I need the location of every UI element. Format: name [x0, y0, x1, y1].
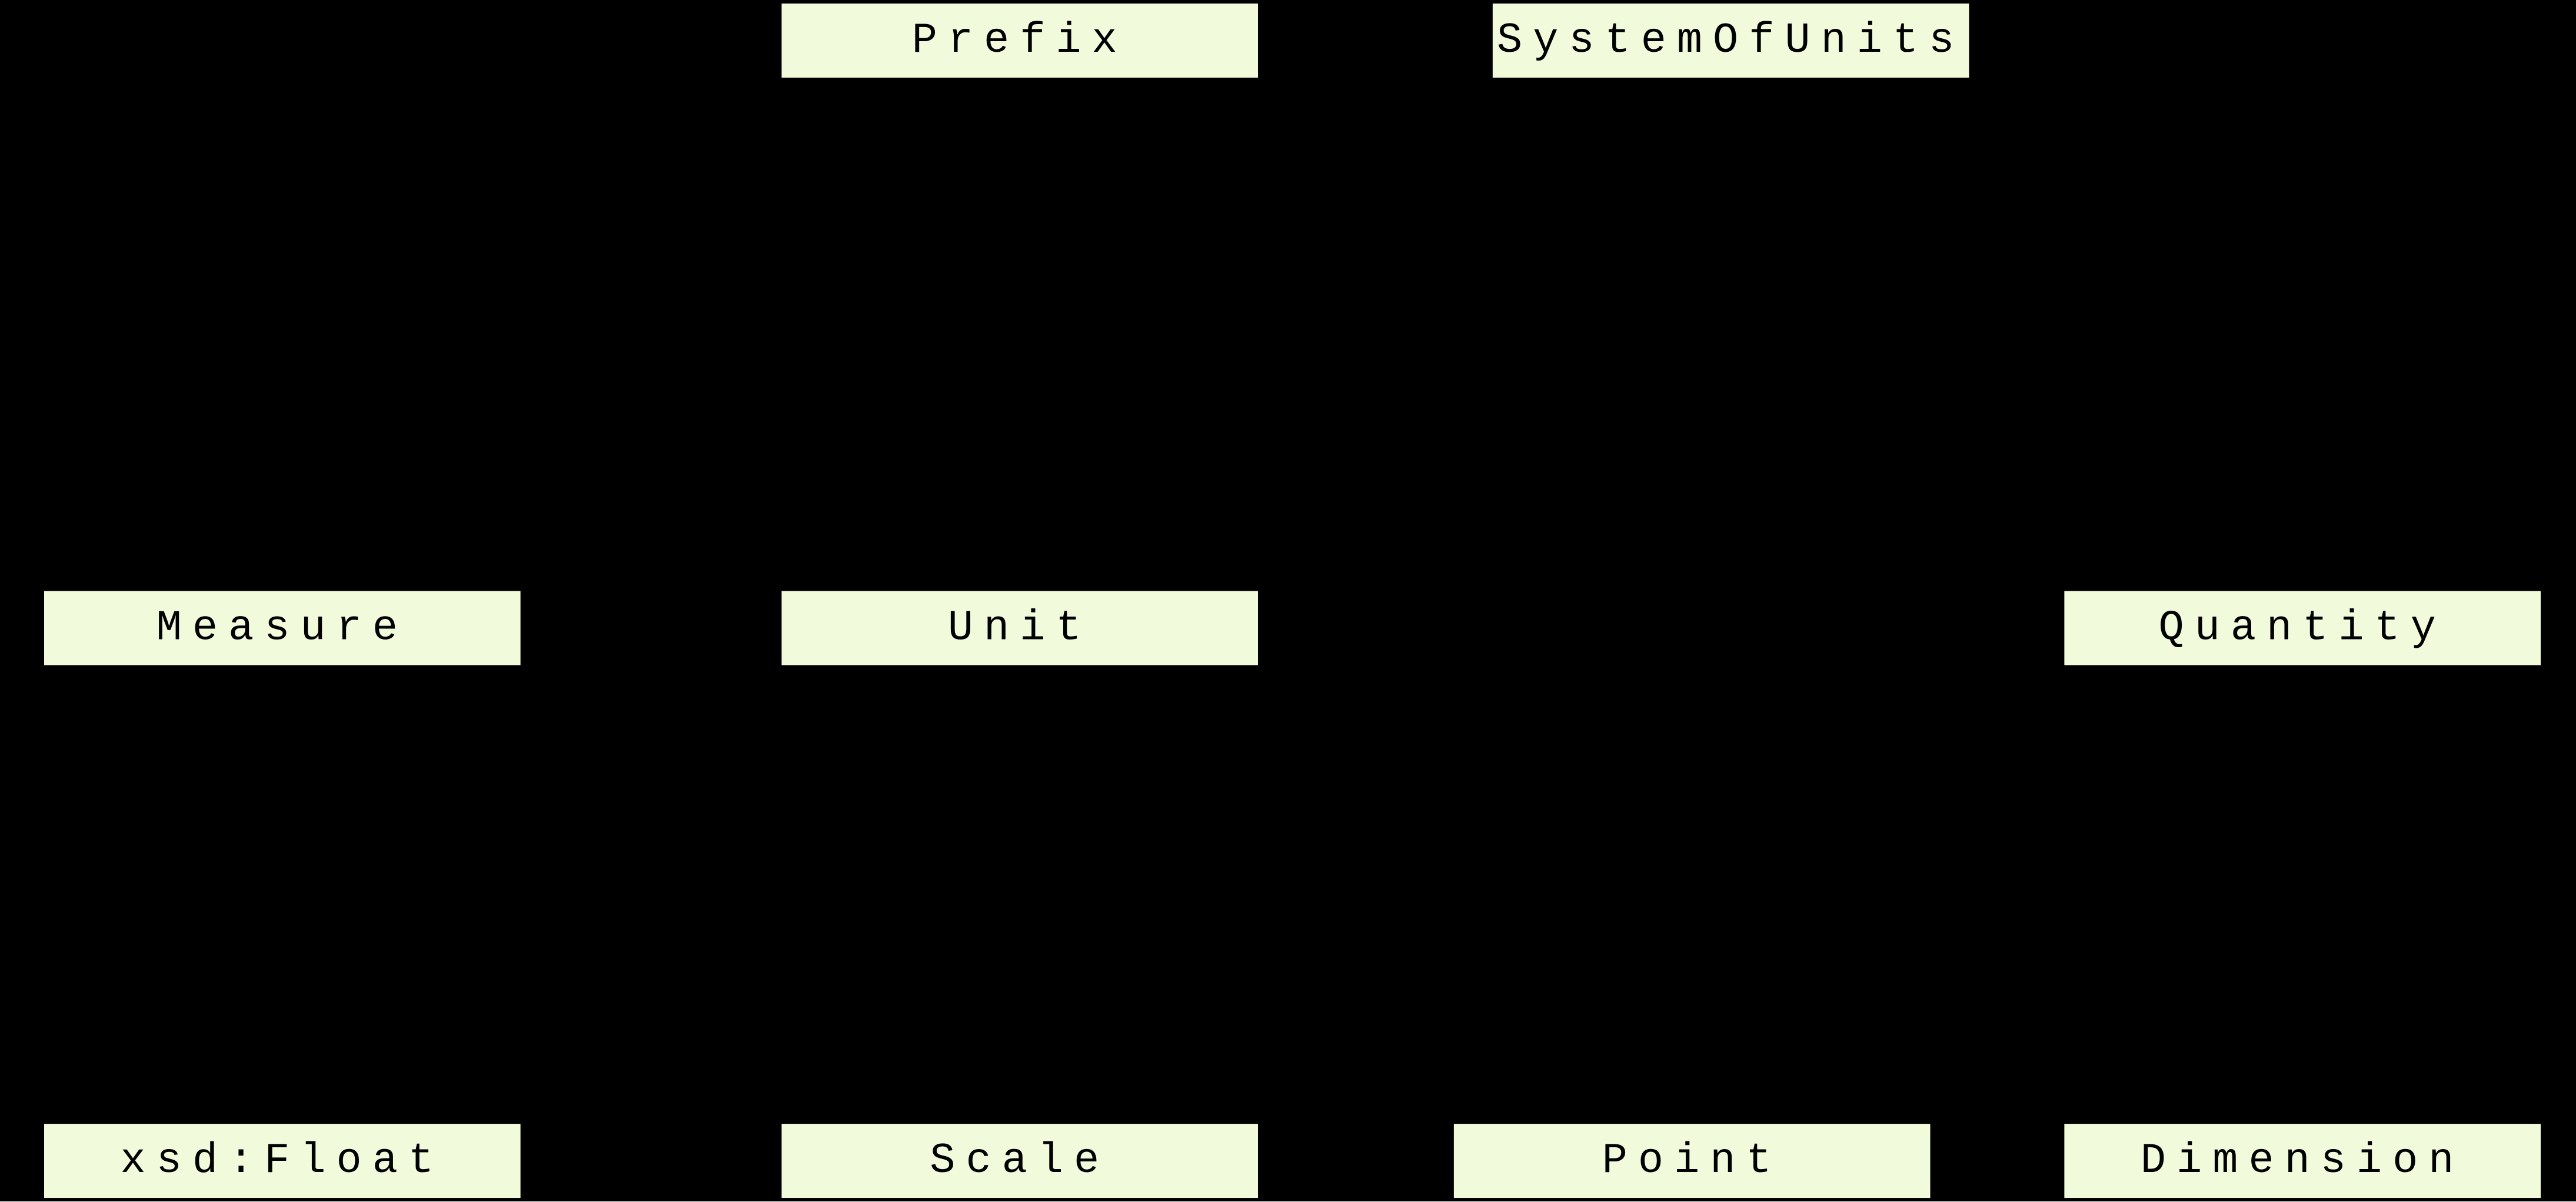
node-label-measure: Measure [157, 604, 408, 652]
node-scale: Scale [780, 1122, 1260, 1200]
node-systemofunits: SystemOfUnits [1491, 2, 1971, 79]
node-dimension: Dimension [2062, 1122, 2542, 1200]
node-prefix: Prefix [780, 2, 1260, 79]
node-label-dimension: Dimension [2141, 1137, 2465, 1185]
node-xsdfloat: xsd:Float [42, 1122, 522, 1200]
node-quantity: Quantity [2062, 590, 2542, 667]
node-label-systemofunits: SystemOfUnits [1497, 16, 1965, 65]
node-point: Point [1452, 1122, 1932, 1200]
node-unit: Unit [780, 590, 1260, 667]
node-label-scale: Scale [930, 1137, 1110, 1185]
node-label-prefix: Prefix [912, 16, 1128, 65]
node-label-unit: Unit [948, 604, 1092, 652]
node-measure: Measure [42, 590, 522, 667]
node-label-quantity: Quantity [2159, 604, 2447, 652]
ontology-diagram: Prefix SystemOfUnits Measure Unit Quantity xs… [0, 0, 2576, 1201]
node-label-point: Point [1602, 1137, 1782, 1185]
node-label-xsdfloat: xsd:Float [121, 1137, 445, 1185]
